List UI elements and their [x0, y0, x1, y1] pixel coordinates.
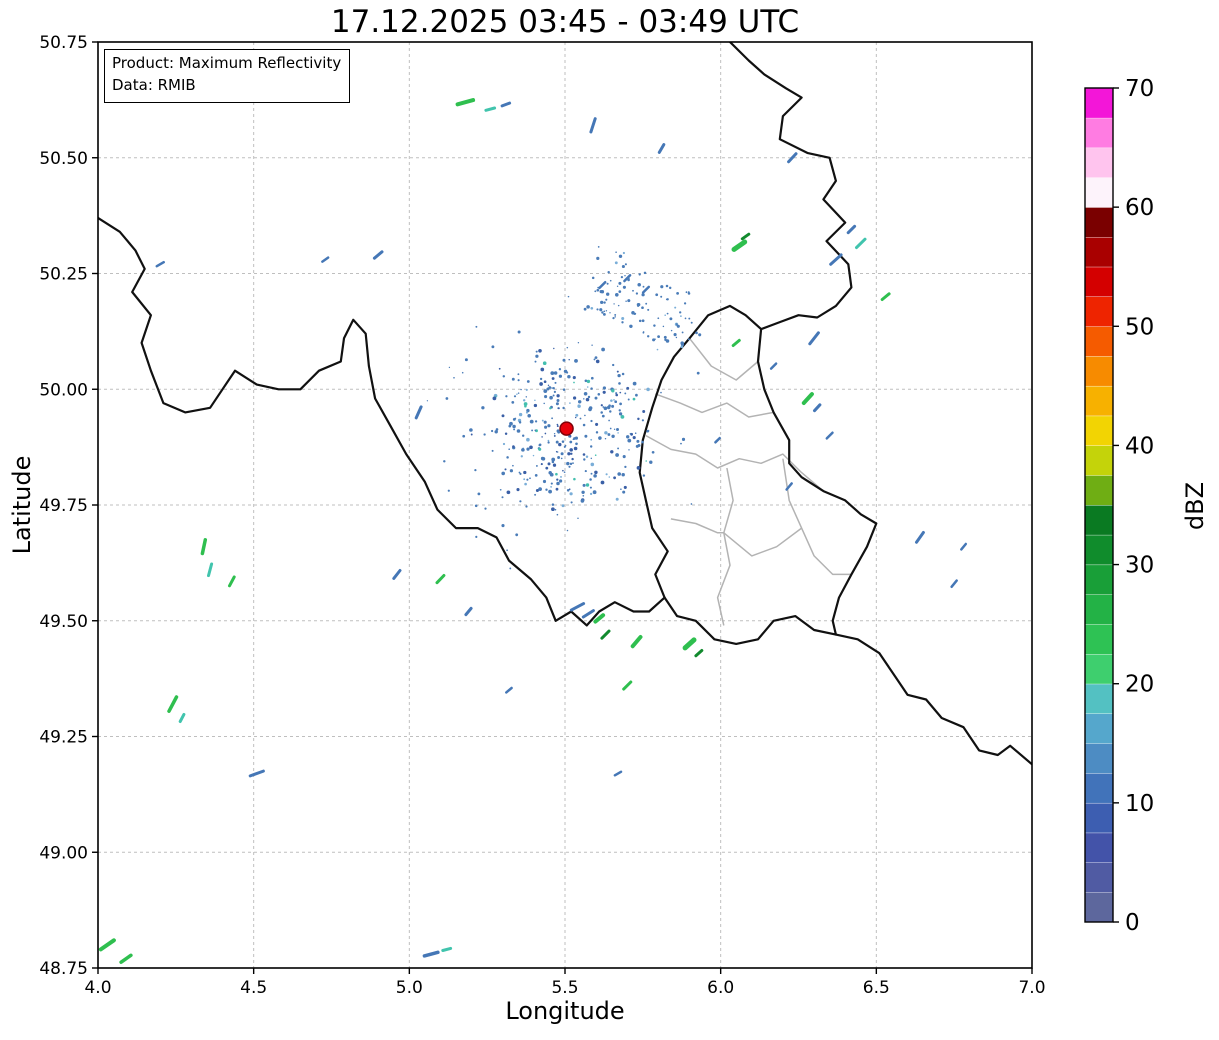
svg-text:4.5: 4.5	[240, 978, 267, 998]
colorbar-label: dBZ	[1181, 481, 1209, 531]
figure-title: 17.12.2025 03:45 - 03:49 UTC	[330, 4, 800, 40]
axis-ticks	[92, 41, 1033, 974]
map-layer	[98, 42, 1032, 964]
svg-text:6.5: 6.5	[863, 978, 890, 998]
clutter-ring	[426, 246, 702, 570]
country-border	[98, 216, 666, 627]
svg-text:5.0: 5.0	[396, 978, 423, 998]
svg-text:49.25: 49.25	[39, 728, 88, 748]
svg-text:6.0: 6.0	[707, 978, 734, 998]
country-border	[638, 304, 878, 646]
svg-text:5.5: 5.5	[551, 978, 578, 998]
grid-lines	[97, 41, 1033, 969]
radar-site-marker	[559, 421, 574, 436]
svg-text:60: 60	[1125, 195, 1154, 221]
svg-text:49.50: 49.50	[39, 612, 88, 632]
radar-echoes	[98, 98, 968, 964]
region-border	[655, 393, 774, 418]
colorbar-ticks	[1113, 87, 1119, 923]
svg-text:0: 0	[1125, 910, 1140, 936]
svg-text:70: 70	[1125, 76, 1154, 102]
svg-text:20: 20	[1125, 672, 1154, 698]
colorbar	[1084, 87, 1114, 923]
svg-text:50.00: 50.00	[39, 380, 88, 400]
region-border	[688, 337, 759, 381]
svg-text:40: 40	[1125, 433, 1154, 459]
country-border	[728, 42, 853, 331]
region-border	[782, 458, 852, 576]
colorbar-tick-labels: 0 10 20 30 40 50 60 70	[1125, 76, 1154, 936]
country-border	[834, 633, 1032, 766]
product-info-box: Product: Maximum Reflectivity Data: RMIB	[104, 49, 351, 103]
svg-text:48.75: 48.75	[39, 959, 88, 979]
region-border	[716, 467, 734, 626]
product-line: Product: Maximum Reflectivity	[112, 54, 342, 72]
svg-text:10: 10	[1125, 791, 1154, 817]
region-border	[645, 434, 824, 492]
svg-text:7.0: 7.0	[1018, 978, 1045, 998]
svg-text:50: 50	[1125, 314, 1154, 340]
region-border	[670, 518, 724, 534]
svg-text:50.50: 50.50	[39, 149, 88, 169]
y-axis-label: Latitude	[8, 455, 36, 555]
region-border	[723, 527, 803, 557]
svg-text:49.00: 49.00	[39, 843, 88, 863]
x-axis-label: Longitude	[505, 997, 625, 1025]
x-tick-labels: 4.0 4.5 5.0 5.5 6.0 6.5 7.0	[84, 978, 1045, 998]
svg-text:4.0: 4.0	[84, 978, 111, 998]
svg-text:50.25: 50.25	[39, 265, 88, 285]
y-tick-labels: 48.75 49.00 49.25 49.50 49.75 50.00 50.25 50.50…	[39, 33, 88, 979]
svg-text:50.75: 50.75	[39, 33, 88, 53]
svg-text:49.75: 49.75	[39, 496, 88, 516]
data-source-line: Data: RMIB	[112, 75, 196, 94]
svg-text:30: 30	[1125, 553, 1154, 579]
